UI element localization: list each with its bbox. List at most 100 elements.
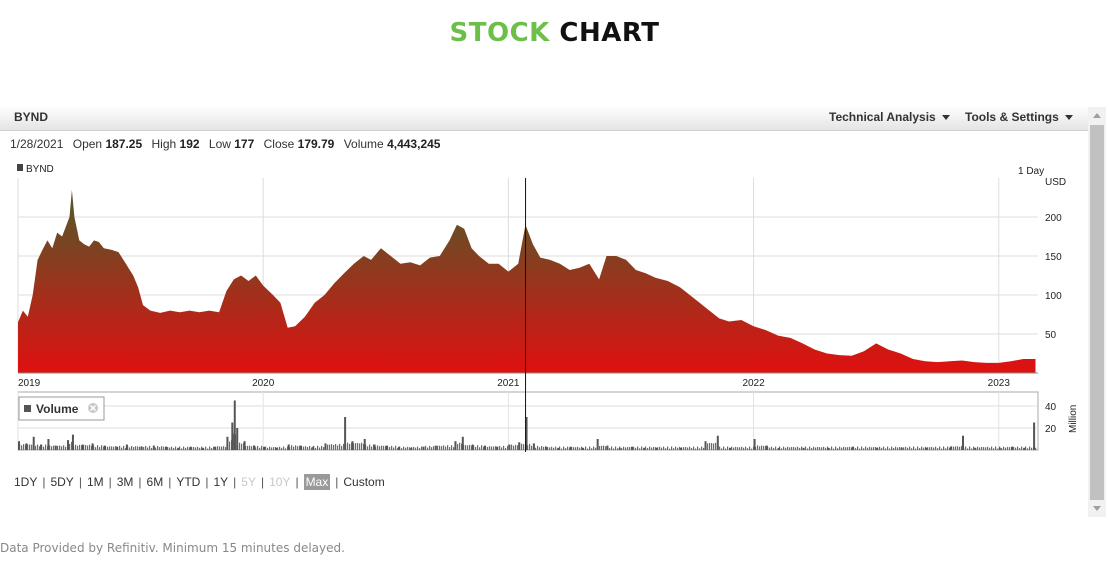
volume-bar: [973, 446, 975, 450]
volume-bar: [441, 446, 443, 450]
volume-bar: [241, 443, 243, 450]
volume-bar: [195, 447, 197, 450]
volume-bar: [501, 447, 503, 450]
volume-panel: [17, 391, 1039, 451]
ticker-symbol: BYND: [14, 110, 49, 124]
volume-bar: [329, 444, 331, 450]
volume-bar: [961, 446, 963, 450]
volume-bar: [323, 447, 325, 450]
scroll-up-arrow-icon[interactable]: [1093, 113, 1101, 118]
volume-bar: [675, 446, 677, 450]
period-button-5dy[interactable]: 5DY: [50, 475, 74, 489]
volume-bar: [949, 447, 951, 450]
volume-bar: [693, 446, 695, 450]
volume-bar: [151, 447, 153, 450]
volume-bar: [123, 445, 125, 450]
volume-bar: [989, 447, 991, 450]
volume-bar: [549, 447, 551, 450]
period-button-max[interactable]: Max: [303, 474, 331, 490]
volume-bar: [1011, 446, 1014, 450]
volume-bar: [335, 444, 337, 450]
volume-bar: [361, 442, 363, 450]
volume-bar: [261, 445, 263, 450]
price-area: [18, 189, 1036, 373]
period-button-1y[interactable]: 1Y: [213, 475, 229, 489]
volume-bar: [25, 443, 28, 450]
period-button-custom[interactable]: Custom: [343, 475, 385, 489]
period-button-3m[interactable]: 3M: [116, 475, 134, 489]
scrollbar-thumb[interactable]: [1090, 125, 1104, 500]
volume-bar: [481, 445, 483, 450]
scroll-down-arrow-icon[interactable]: [1093, 506, 1101, 511]
volume-bar: [565, 448, 567, 450]
volume-bar: [253, 445, 256, 450]
volume-bar: [861, 446, 863, 450]
volume-bar: [129, 447, 131, 450]
volume-bar: [77, 445, 79, 450]
volume-bar: [661, 447, 663, 450]
volume-bar: [351, 441, 354, 450]
volume-bar: [57, 445, 59, 450]
volume-bar: [599, 445, 601, 450]
volume-bar: [45, 444, 47, 450]
volume-bar: [953, 446, 955, 450]
volume-bar: [697, 446, 699, 450]
volume-bar: [579, 447, 581, 450]
close-icon[interactable]: [88, 403, 98, 413]
x-tick-label: 2021: [497, 378, 520, 389]
volume-bar: [285, 448, 287, 450]
volume-bar: [857, 446, 859, 450]
volume-bar: [263, 446, 266, 450]
volume-bar: [417, 446, 419, 450]
volume-bar: [797, 446, 799, 450]
volume-bar: [425, 445, 427, 450]
interval-label: 1 Day: [1018, 166, 1044, 177]
period-separator: |: [42, 475, 46, 489]
volume-bar: [937, 448, 939, 450]
volume-bar: [781, 448, 783, 450]
volume-bar: [513, 445, 515, 450]
volume-bar: [711, 443, 713, 450]
volume-bar: [721, 448, 723, 450]
volume-bar: [317, 445, 319, 450]
volume-bar: [311, 447, 313, 450]
volume-bar: [773, 448, 775, 450]
volume-bar: [955, 446, 957, 450]
volume-bar: [427, 447, 429, 450]
volume-bar: [429, 445, 431, 450]
volume-bar: [299, 445, 301, 450]
volume-bar: [859, 448, 861, 450]
volume-bar: [353, 443, 355, 450]
volume-bar: [753, 439, 756, 450]
volume-bar: [869, 446, 871, 450]
volume-bar: [855, 448, 857, 450]
volume-bar: [439, 445, 441, 450]
volume-bar: [749, 446, 751, 450]
volume-bar: [567, 446, 569, 450]
close-value: 179.79: [297, 137, 335, 151]
volume-bar: [333, 444, 335, 450]
volume-bar: [391, 445, 393, 450]
technical-analysis-menu[interactable]: Technical Analysis: [829, 110, 950, 124]
volume-bar: [281, 447, 283, 450]
volume-bar: [585, 446, 587, 450]
volume-bar: [165, 446, 168, 450]
volume-bar: [393, 447, 395, 450]
tools-settings-menu[interactable]: Tools & Settings: [965, 110, 1073, 124]
volume-bar: [419, 448, 421, 450]
volume-bar: [665, 448, 667, 450]
period-button-1m[interactable]: 1M: [86, 475, 104, 489]
volume-bar: [617, 448, 619, 450]
volume-legend-box[interactable]: Volume: [18, 396, 105, 421]
volume-bar: [279, 446, 281, 450]
volume-bar: [273, 447, 275, 450]
volume-bar: [489, 446, 491, 450]
volume-bar: [699, 448, 701, 450]
period-button-1dy[interactable]: 1DY: [14, 475, 38, 489]
volume-bar: [907, 447, 909, 450]
volume-bar: [231, 422, 234, 450]
x-tick-label: 2023: [988, 378, 1011, 389]
period-button-6m[interactable]: 6M: [146, 475, 164, 489]
period-button-ytd[interactable]: YTD: [176, 475, 201, 489]
